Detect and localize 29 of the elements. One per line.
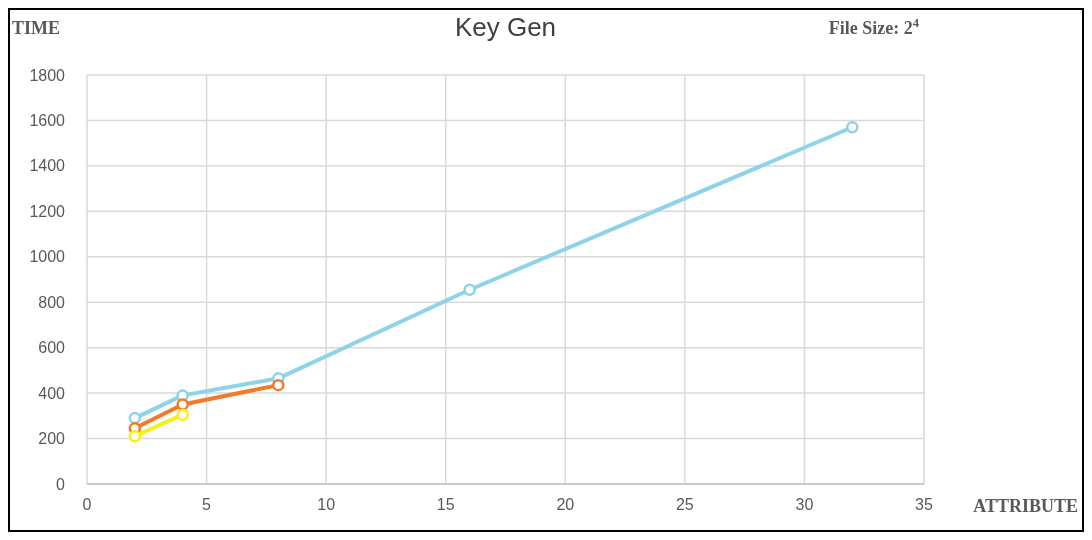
chart-subtitle: File Size: 2$^{4}$ [828,16,920,38]
x-tick-label: 30 [795,496,814,513]
point [846,121,859,134]
x-tick-label: 0 [82,496,92,513]
y-tick-label: 600 [38,339,66,357]
y-tick-label: 0 [56,475,66,493]
y-tick-label: 1400 [29,157,66,175]
y-tick-label: 800 [38,293,66,311]
x-tick-label: 5 [202,496,212,513]
x-axis-title: ATTRIBUTE [973,496,1078,516]
point [272,378,285,392]
x-tick-label: 20 [556,496,575,513]
y-tick-label: 400 [38,384,66,402]
x-tick-label: 25 [675,496,694,513]
point [176,408,189,421]
x-tick-label: 15 [436,496,455,513]
x-tick-label: 35 [915,496,933,513]
y-tick-label: 1800 [29,66,66,84]
point [176,398,189,411]
x-tick-label: 10 [317,496,336,513]
y-axis-title: TIME [12,18,61,38]
y-tick-label: 1600 [29,112,66,130]
y-tick-label: 200 [38,430,66,448]
y-tick-label: 1200 [29,202,66,220]
point [128,411,142,425]
point [463,283,476,296]
y-tick-label: 1000 [29,248,66,266]
point [128,430,142,443]
chart-title: Key Gen [454,12,557,42]
